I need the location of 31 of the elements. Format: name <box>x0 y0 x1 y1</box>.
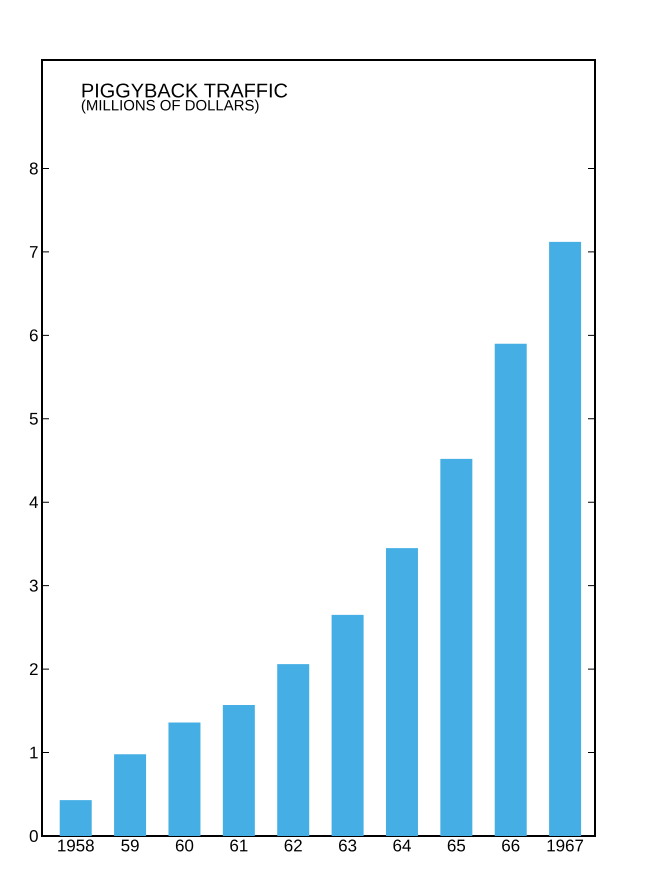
x-tick-label: 62 <box>284 840 302 852</box>
y-tick-label: 5 <box>30 412 38 425</box>
y-tick-label: 1 <box>30 746 38 758</box>
x-tick-label: 60 <box>176 840 194 852</box>
y-tick-label: 0 <box>30 830 38 842</box>
bar <box>114 754 146 836</box>
bar <box>332 614 364 836</box>
x-tick-label: 1958 <box>58 840 94 852</box>
bar <box>386 548 418 836</box>
x-tick-label: 66 <box>502 840 520 852</box>
x-tick-label: 65 <box>448 840 466 852</box>
x-tick-label: 61 <box>230 840 248 852</box>
x-tick-label: 64 <box>393 840 411 852</box>
text: PIGGYBACK TRAFFIC <box>82 83 288 98</box>
bar <box>168 722 200 836</box>
y-tick-label: 6 <box>30 329 38 342</box>
x-tick-label: 1967 <box>548 840 584 852</box>
y-tick-label: 7 <box>30 246 38 258</box>
bar <box>277 664 310 836</box>
x-tick-label: 63 <box>339 840 356 852</box>
y-tick-label: 3 <box>30 580 38 592</box>
bar <box>440 458 472 836</box>
bar <box>222 704 255 836</box>
x-tick-label: 59 <box>121 840 139 852</box>
bar <box>549 242 582 836</box>
text: (MILLIONS OF DOLLARS) <box>82 100 259 114</box>
bar <box>60 800 92 836</box>
y-tick-label: 2 <box>30 663 38 676</box>
y-tick-label: 4 <box>29 496 38 508</box>
bar <box>494 344 527 836</box>
y-tick-label: 8 <box>30 162 38 174</box>
